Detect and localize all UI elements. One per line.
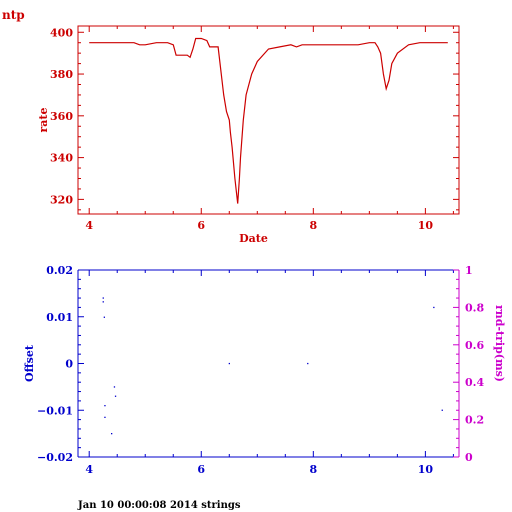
y-tick-label: 360 bbox=[50, 110, 73, 123]
x-axis-label: Date bbox=[239, 232, 268, 245]
y-tick-label: 0 bbox=[65, 358, 73, 371]
y-tick-label: 0.01 bbox=[46, 311, 73, 324]
offset-point bbox=[103, 316, 105, 318]
footer-timestamp: Jan 10 00:00:08 2014 strings bbox=[78, 500, 241, 511]
offset-point bbox=[441, 409, 443, 411]
offset-point bbox=[307, 362, 309, 365]
y-tick-label: −0.02 bbox=[37, 451, 73, 464]
x-tick-label: 4 bbox=[85, 463, 93, 476]
y2-tick-label: 0.8 bbox=[465, 301, 484, 314]
offset-point bbox=[433, 306, 435, 309]
rate-chart: 4 6 8 10 320 340 360 380 400 Date rate bbox=[37, 25, 460, 245]
offset-point bbox=[113, 386, 116, 388]
y-tick-label: 0.02 bbox=[46, 264, 73, 277]
offset-point bbox=[104, 405, 106, 407]
y-axis-label: rate bbox=[37, 107, 50, 132]
offset-point bbox=[102, 297, 104, 299]
y2-tick-label: 0.6 bbox=[465, 339, 484, 352]
x-tick-label: 10 bbox=[418, 219, 434, 232]
y-tick-label: 340 bbox=[50, 152, 73, 165]
offset-point bbox=[111, 433, 113, 435]
rate-series-line bbox=[89, 37, 448, 204]
y2-tick-label: 0.4 bbox=[465, 376, 484, 389]
offset-point bbox=[102, 301, 104, 303]
x-tick-label: 8 bbox=[309, 463, 317, 476]
y2-axis-label: rnd-trip(ms) bbox=[493, 305, 506, 382]
y-tick-label: 400 bbox=[50, 26, 73, 39]
x-tick-label: 6 bbox=[197, 219, 205, 232]
x-tick-label: 6 bbox=[197, 463, 205, 476]
offset-point bbox=[104, 416, 106, 418]
y2-tick-label: 0 bbox=[465, 451, 473, 464]
page-label: ntp bbox=[2, 8, 25, 22]
x-tick-label: 8 bbox=[309, 219, 317, 232]
offset-point bbox=[228, 362, 230, 365]
y2-tick-label: 0.2 bbox=[465, 414, 484, 427]
offset-point bbox=[114, 395, 117, 397]
y-tick-label: 380 bbox=[50, 68, 73, 81]
x-tick-label: 10 bbox=[418, 463, 434, 476]
y-axis-label: Offset bbox=[23, 344, 36, 382]
y-tick-label: −0.01 bbox=[37, 404, 73, 417]
plot-frame bbox=[77, 25, 460, 215]
x-tick-label: 4 bbox=[85, 219, 93, 232]
offset-chart: 4 6 8 10 −0.02 −0.01 0 0.01 0.02 0 0.2 0.4 0.6 0.8 1 Of… bbox=[23, 264, 506, 476]
y2-tick-label: 1 bbox=[465, 264, 473, 277]
y-tick-label: 320 bbox=[50, 193, 73, 206]
